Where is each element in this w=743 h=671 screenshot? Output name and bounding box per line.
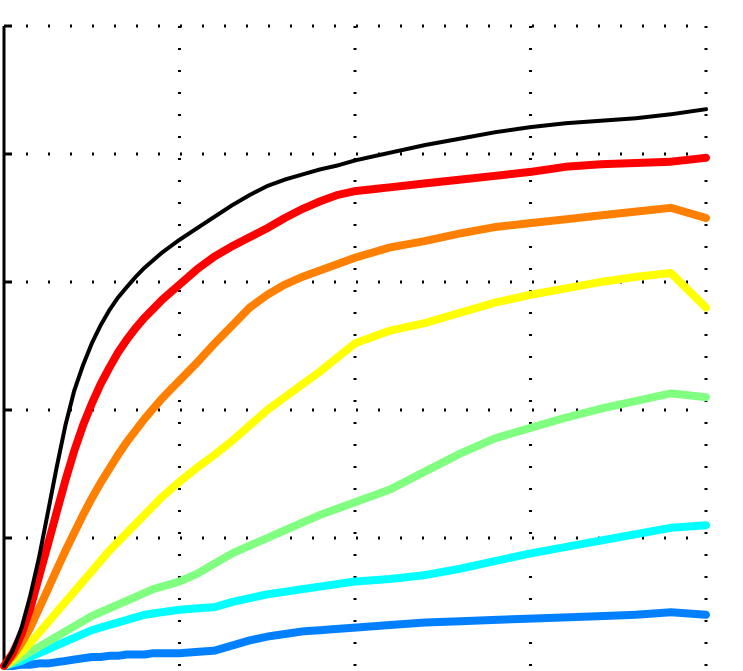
axes <box>2 24 12 666</box>
series-line-1 <box>2 107 708 668</box>
series-line-7 <box>0 608 710 670</box>
series-line-5 <box>0 389 710 670</box>
series-line-6 <box>0 521 710 670</box>
series-line-4 <box>0 269 710 670</box>
series-line-3 <box>0 203 710 670</box>
series-line-2 <box>0 153 710 670</box>
series-lines <box>0 107 710 670</box>
